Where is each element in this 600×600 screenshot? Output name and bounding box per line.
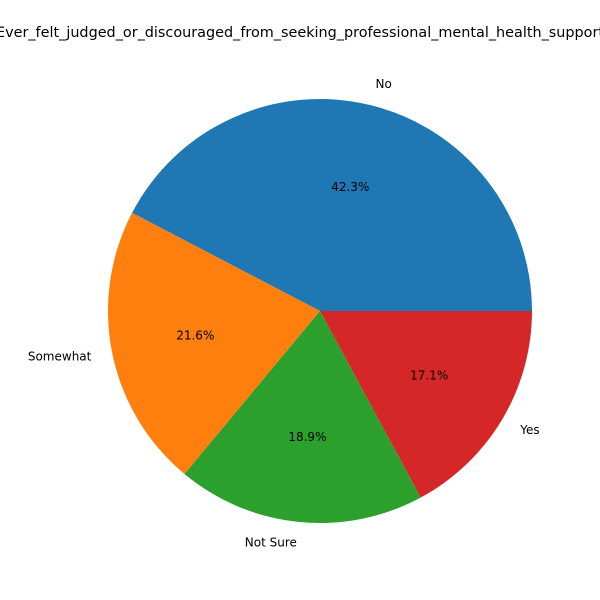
slice-percent-no: 42.3% xyxy=(331,180,369,194)
pie-slice-somewhat xyxy=(107,212,320,475)
slice-label-yes: Yes xyxy=(519,423,539,437)
chart-title: Ever_felt_judged_or_discouraged_from_see… xyxy=(0,25,600,41)
slice-percent-somewhat: 21.6% xyxy=(176,329,214,343)
pie-slice-no xyxy=(132,99,532,311)
pie-slice-not-sure xyxy=(184,311,421,524)
slice-percent-yes: 17.1% xyxy=(410,369,448,383)
slice-label-not-sure: Not Sure xyxy=(245,536,297,550)
slice-label-somewhat: Somewhat xyxy=(28,349,92,363)
pie-slices xyxy=(107,99,532,524)
slice-label-no: No xyxy=(376,77,392,91)
pie-slice-yes xyxy=(320,311,532,498)
pie-labels: No 42.3% Somewhat 21.6% Not Sure 18.9% Yes 17.1… xyxy=(28,77,540,550)
slice-percent-not-sure: 18.9% xyxy=(288,430,326,444)
